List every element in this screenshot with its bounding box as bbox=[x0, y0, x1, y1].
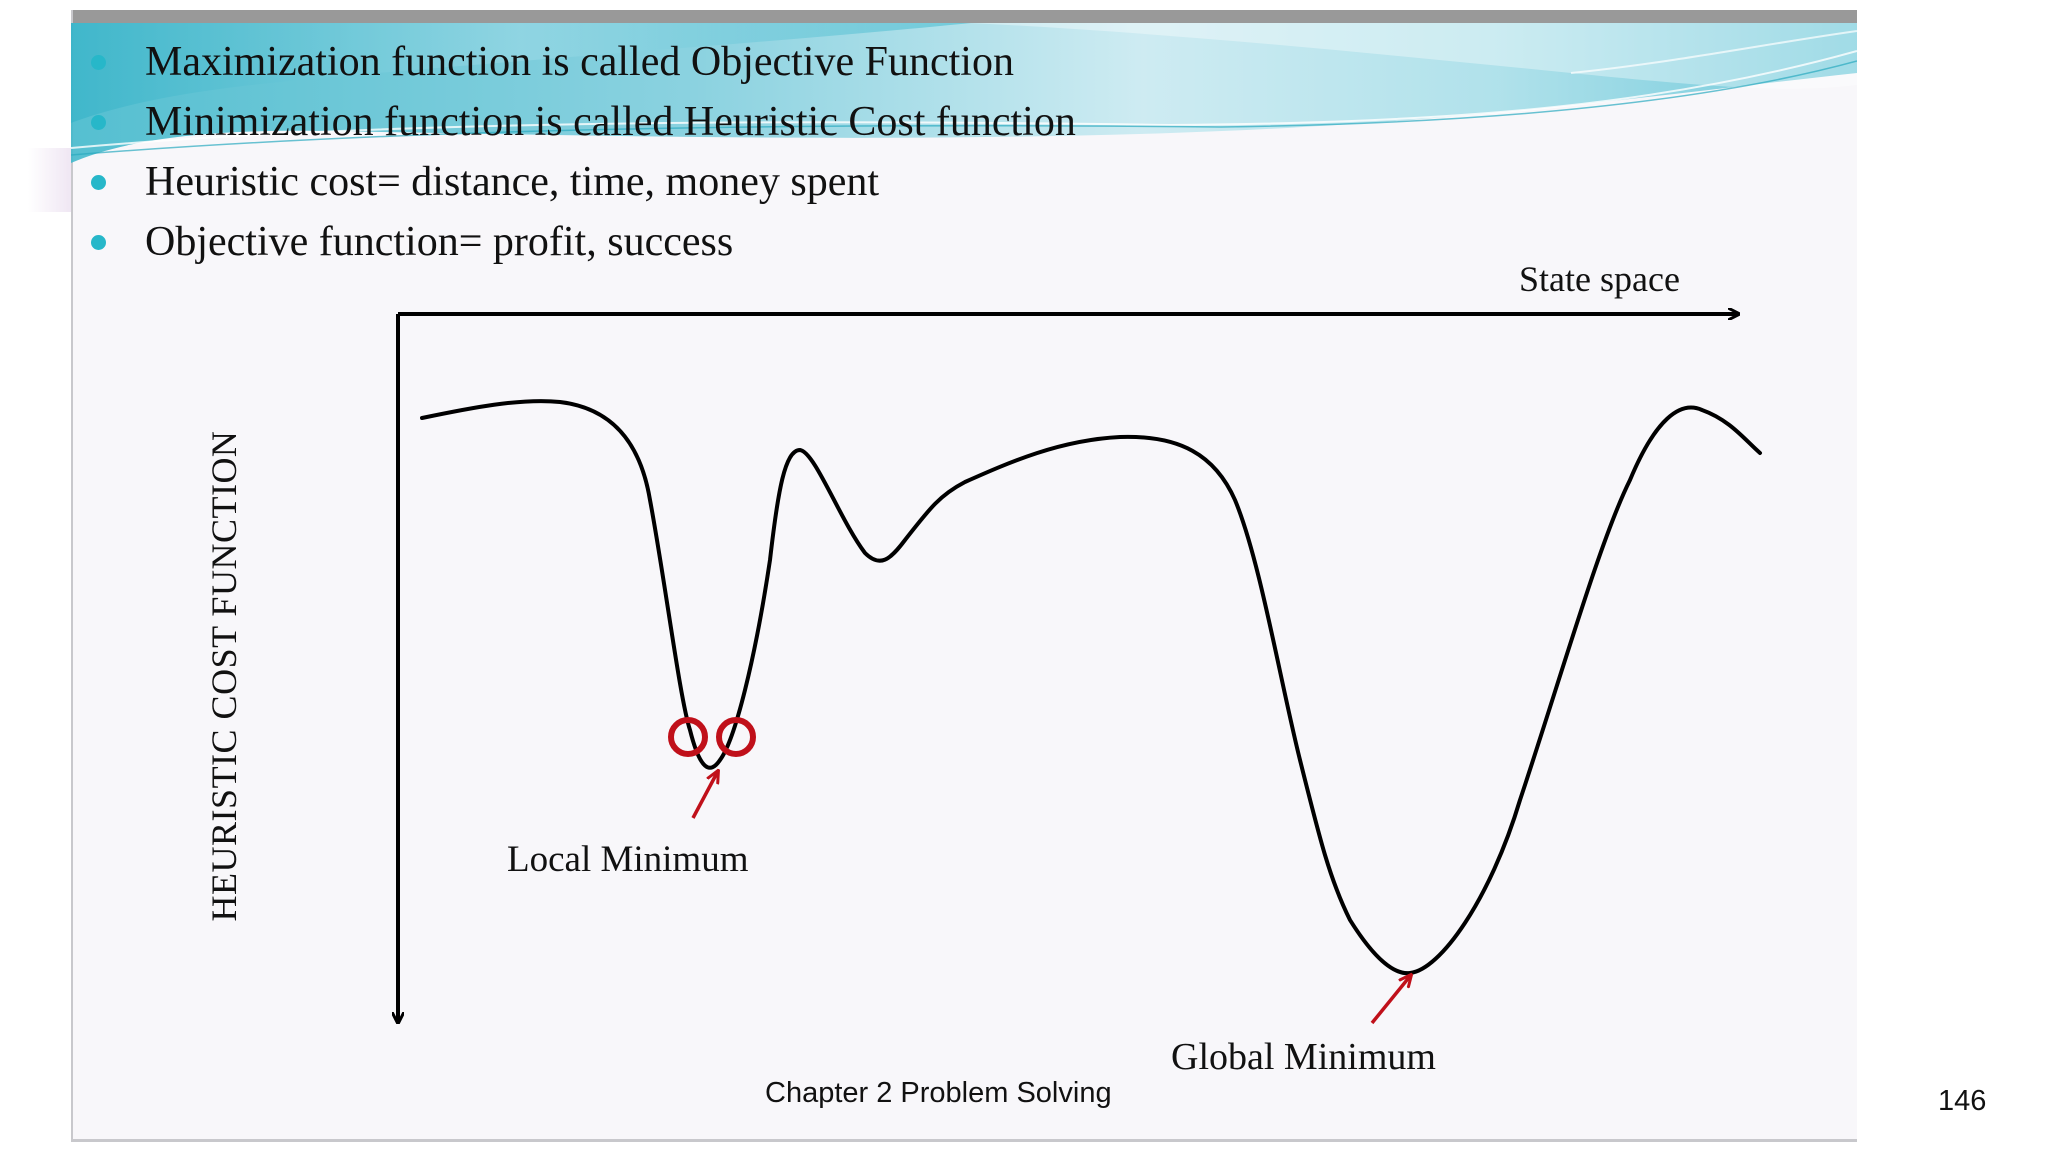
local-minimum-label: Local Minimum bbox=[507, 839, 749, 880]
bullet-dot-icon bbox=[91, 115, 106, 130]
local-min-marker-left bbox=[668, 717, 708, 757]
bullet-dot-icon bbox=[91, 235, 106, 250]
x-axis-label: State space bbox=[1519, 259, 1680, 299]
bullet-dot-icon bbox=[91, 55, 106, 70]
bullet-text: Maximization function is called Objectiv… bbox=[145, 39, 1014, 85]
slide-footer: Chapter 2 Problem Solving bbox=[765, 1077, 1112, 1109]
global-min-pointer-arrow bbox=[1370, 975, 1411, 1025]
slide-bottom-border bbox=[71, 1139, 1857, 1142]
bullet-text: Minimization function is called Heuristi… bbox=[145, 99, 1076, 145]
slide-top-bar bbox=[71, 10, 1857, 23]
header-wave-decoration bbox=[71, 23, 1857, 163]
bullet-text: Heuristic cost= distance, time, money sp… bbox=[145, 159, 880, 205]
local-min-marker-right bbox=[716, 717, 756, 757]
page-number: 146 bbox=[1938, 1085, 1987, 1117]
bullet-text: Objective function= profit, success bbox=[145, 219, 734, 265]
global-minimum-label: Global Minimum bbox=[1171, 1036, 1436, 1078]
local-min-pointer-arrow bbox=[691, 771, 718, 819]
bullet-dot-icon bbox=[91, 175, 106, 190]
y-axis-label: HEURISTIC COST FUNCTION bbox=[204, 430, 244, 922]
cost-curve bbox=[420, 399, 1762, 976]
window-edge-tab bbox=[28, 148, 72, 212]
slide-left-border bbox=[71, 10, 73, 1142]
slide: Maximization function is called Objectiv… bbox=[71, 10, 1857, 1142]
